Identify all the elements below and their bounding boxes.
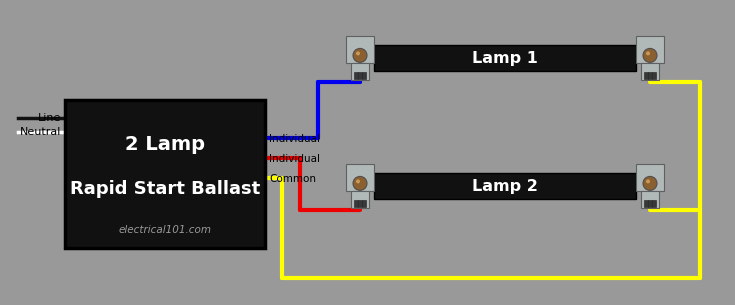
Text: Lamp 2: Lamp 2 bbox=[472, 178, 538, 193]
Circle shape bbox=[353, 48, 367, 63]
Bar bbox=[65, 100, 265, 248]
Polygon shape bbox=[345, 164, 374, 191]
Bar bbox=[653, 72, 656, 79]
Text: 2 Lamp: 2 Lamp bbox=[125, 135, 205, 154]
Text: Rapid Start Ballast: Rapid Start Ballast bbox=[70, 180, 260, 198]
Polygon shape bbox=[641, 63, 659, 80]
Bar bbox=[358, 200, 362, 207]
Polygon shape bbox=[351, 191, 369, 208]
Text: Individual: Individual bbox=[269, 154, 320, 164]
Bar bbox=[644, 200, 648, 207]
Bar bbox=[653, 200, 656, 207]
Polygon shape bbox=[351, 63, 369, 80]
Polygon shape bbox=[641, 191, 659, 208]
Bar bbox=[354, 72, 358, 79]
Circle shape bbox=[643, 48, 657, 63]
Polygon shape bbox=[345, 36, 374, 63]
Bar bbox=[374, 173, 636, 199]
Text: Neutral: Neutral bbox=[20, 127, 61, 137]
Text: Individual: Individual bbox=[269, 134, 320, 144]
Circle shape bbox=[646, 52, 650, 56]
Bar bbox=[354, 200, 358, 207]
Text: electrical101.com: electrical101.com bbox=[118, 225, 212, 235]
Bar bbox=[374, 45, 636, 71]
Circle shape bbox=[353, 176, 367, 190]
Circle shape bbox=[643, 176, 657, 190]
Bar bbox=[362, 72, 367, 79]
Circle shape bbox=[646, 179, 650, 183]
Circle shape bbox=[356, 52, 360, 56]
Text: Line: Line bbox=[37, 113, 61, 123]
Polygon shape bbox=[636, 164, 664, 191]
Bar bbox=[362, 200, 367, 207]
Bar bbox=[358, 72, 362, 79]
Text: Lamp 1: Lamp 1 bbox=[472, 51, 538, 66]
Bar bbox=[644, 72, 648, 79]
Bar bbox=[648, 72, 652, 79]
Bar bbox=[648, 200, 652, 207]
Text: Common: Common bbox=[269, 174, 316, 184]
Polygon shape bbox=[636, 36, 664, 63]
Circle shape bbox=[356, 179, 360, 183]
